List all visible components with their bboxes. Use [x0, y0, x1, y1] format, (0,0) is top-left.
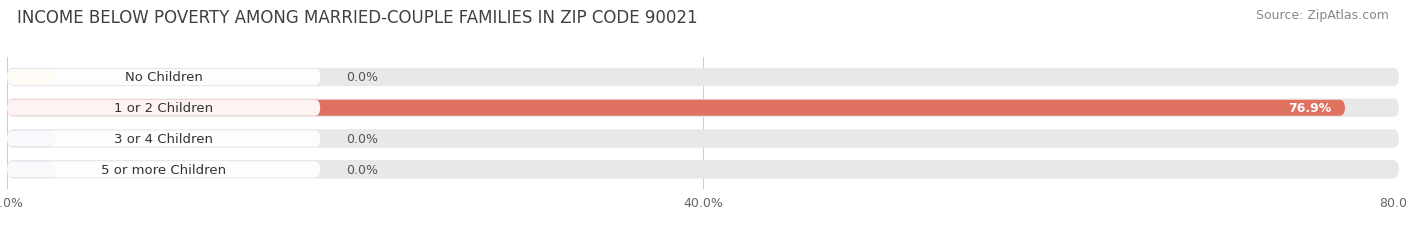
- Text: 1 or 2 Children: 1 or 2 Children: [114, 102, 214, 115]
- FancyBboxPatch shape: [7, 131, 56, 147]
- Text: Source: ZipAtlas.com: Source: ZipAtlas.com: [1256, 9, 1389, 22]
- Text: 0.0%: 0.0%: [346, 71, 378, 84]
- FancyBboxPatch shape: [7, 68, 1399, 87]
- Text: 0.0%: 0.0%: [346, 163, 378, 176]
- Text: 76.9%: 76.9%: [1288, 102, 1331, 115]
- FancyBboxPatch shape: [7, 160, 1399, 179]
- FancyBboxPatch shape: [7, 161, 56, 177]
- Text: 3 or 4 Children: 3 or 4 Children: [114, 132, 214, 145]
- FancyBboxPatch shape: [7, 131, 321, 147]
- FancyBboxPatch shape: [7, 70, 56, 86]
- FancyBboxPatch shape: [7, 161, 321, 177]
- FancyBboxPatch shape: [7, 100, 321, 116]
- Text: 0.0%: 0.0%: [346, 132, 378, 145]
- Text: No Children: No Children: [125, 71, 202, 84]
- FancyBboxPatch shape: [7, 99, 1399, 117]
- Text: INCOME BELOW POVERTY AMONG MARRIED-COUPLE FAMILIES IN ZIP CODE 90021: INCOME BELOW POVERTY AMONG MARRIED-COUPL…: [17, 9, 697, 27]
- Text: 5 or more Children: 5 or more Children: [101, 163, 226, 176]
- FancyBboxPatch shape: [7, 100, 1346, 116]
- FancyBboxPatch shape: [7, 130, 1399, 148]
- FancyBboxPatch shape: [7, 70, 321, 86]
